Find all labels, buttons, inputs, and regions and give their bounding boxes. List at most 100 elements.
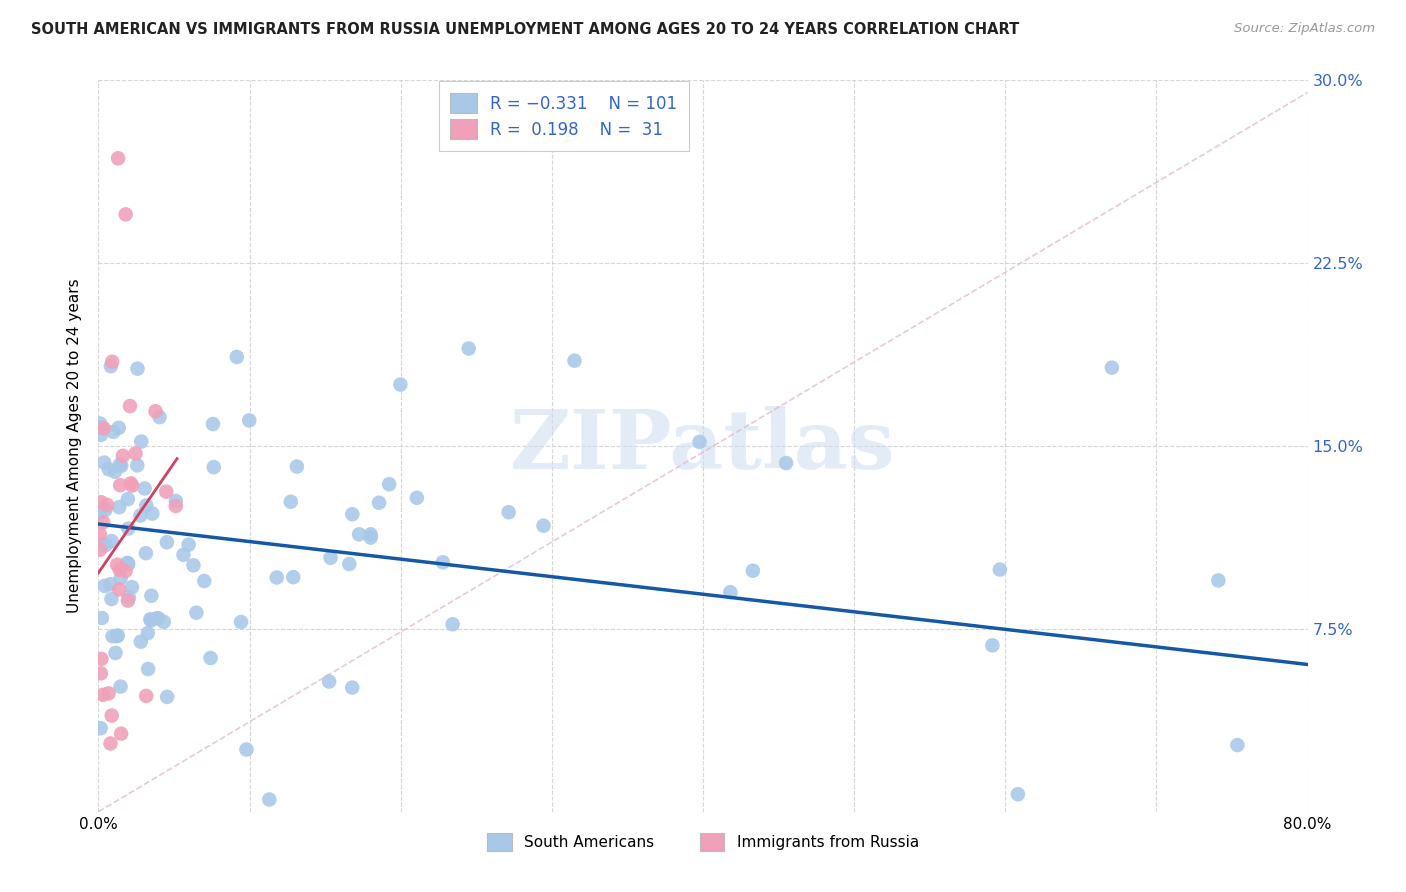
Point [108,582,131,597]
Point [285,459,308,474]
Point [103,425,125,439]
Point [93,421,115,435]
Point [564,353,586,368]
Point [90,652,112,666]
Point [135,499,157,513]
Point [90,611,112,625]
Point [718,585,741,599]
Point [533,518,555,533]
Point [165,494,187,508]
Point [115,556,138,570]
Point [135,546,157,560]
Point [165,499,187,513]
Point [114,207,136,221]
Point [111,449,134,463]
Point [360,527,382,541]
Text: SOUTH AMERICAN VS IMMIGRANTS FROM RUSSIA UNEMPLOYMENT AMONG AGES 20 TO 24 YEARS : SOUTH AMERICAN VS IMMIGRANTS FROM RUSSIA… [31,22,1019,37]
Point [183,558,205,573]
Point [173,548,195,562]
Point [775,456,797,470]
Point [117,522,139,536]
Point [107,151,129,165]
Point [90,428,112,442]
Point [104,465,127,479]
Point [342,681,364,695]
Point [127,458,149,473]
Legend: South Americans, Immigrants from Russia: South Americans, Immigrants from Russia [479,825,927,859]
Point [280,494,302,508]
Point [689,434,711,449]
Point [100,577,122,591]
Point [90,666,112,681]
Point [225,350,247,364]
Point [337,557,360,571]
Point [89,542,111,557]
Text: Source: ZipAtlas.com: Source: ZipAtlas.com [1234,22,1375,36]
Point [145,404,167,418]
Point [135,689,157,703]
Point [108,563,131,577]
Point [110,727,132,741]
Point [156,535,179,549]
Point [91,515,114,529]
Point [108,458,131,472]
Point [457,342,479,356]
Point [981,638,1004,652]
Point [90,495,112,509]
Point [110,680,132,694]
Point [108,421,131,435]
Point [201,417,224,431]
Point [1101,360,1123,375]
Point [118,399,141,413]
Point [186,606,208,620]
Point [89,417,111,431]
Point [202,460,225,475]
Point [100,534,122,549]
Point [177,538,200,552]
Point [139,614,162,628]
Text: ZIPatlas: ZIPatlas [510,406,896,486]
Point [342,507,364,521]
Point [101,629,124,643]
Point [266,570,288,584]
Point [108,478,131,492]
Point [141,589,163,603]
Point [235,742,257,756]
Point [121,478,143,492]
Point [129,634,152,648]
Point [100,736,122,750]
Point [148,611,170,625]
Point [127,361,149,376]
Point [432,555,454,569]
Point [96,498,118,512]
Point [118,591,141,605]
Point [318,674,340,689]
Point [139,612,162,626]
Point [146,611,169,625]
Point [200,651,222,665]
Point [91,688,114,702]
Point [129,508,152,523]
Point [108,500,131,515]
Point [89,527,111,541]
Point [1226,738,1249,752]
Point [988,562,1011,576]
Point [93,456,115,470]
Point [110,571,132,585]
Point [193,574,215,588]
Point [156,690,179,704]
Point [347,527,370,541]
Y-axis label: Unemployment Among Ages 20 to 24 years: Unemployment Among Ages 20 to 24 years [67,278,83,614]
Point [283,570,305,584]
Point [117,593,139,607]
Point [441,617,464,632]
Point [378,477,401,491]
Point [389,377,412,392]
Point [129,434,152,449]
Point [91,537,114,551]
Point [107,628,129,642]
Point [1208,574,1230,588]
Point [1007,787,1029,801]
Point [110,458,132,473]
Point [124,446,146,460]
